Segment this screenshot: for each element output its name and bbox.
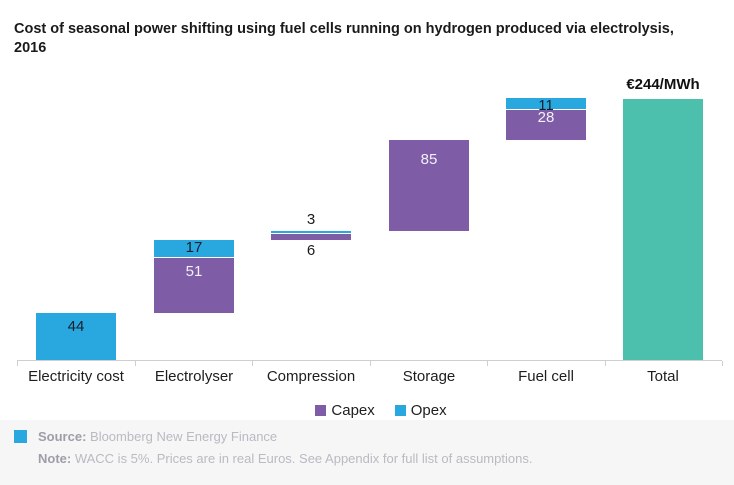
legend-item-capex: Capex (315, 401, 375, 419)
bar-segment-opex: 11 (506, 97, 586, 113)
bar-segment-capex: 85 (389, 139, 469, 231)
bar-value-label: 17 (185, 239, 203, 257)
chart-legend: Capex Opex (28, 400, 734, 420)
category-label: Total (647, 368, 679, 385)
footer: Source: Bloomberg New Energy Finance Not… (0, 420, 734, 485)
legend-item-opex: Opex (394, 401, 447, 419)
category-label: Compression (266, 368, 356, 385)
legend-label-capex: Capex (331, 401, 375, 419)
bar-value-label: 28 (537, 108, 555, 126)
x-axis-tick (17, 361, 18, 366)
chart-title-line1: Cost of seasonal power shifting using fu… (14, 21, 674, 37)
bar-segment-opex: 44 (36, 312, 116, 360)
waterfall-chart: 44 Electricity cost 51 17 Electrolyser 6 3 Comp… (0, 70, 734, 400)
x-axis-tick (604, 361, 606, 366)
category-label: Electrolyser (154, 368, 234, 385)
capex-swatch-icon (315, 404, 327, 416)
total-annotation: €244/MWh (626, 76, 700, 93)
x-axis-line (17, 360, 722, 361)
bar-value-label: 51 (185, 263, 203, 281)
bar-segment-total (623, 99, 703, 360)
bar-value-label: 6 (306, 242, 316, 260)
note-label: Note: (38, 451, 72, 466)
category-label: Storage (402, 368, 456, 385)
bar-segment-capex (271, 233, 351, 241)
opex-swatch-icon (394, 404, 406, 416)
category-label: Fuel cell (518, 368, 574, 385)
source-line: Source: Bloomberg New Energy Finance (38, 429, 277, 445)
bar-value-label: 44 (67, 317, 85, 335)
source-text: Bloomberg New Energy Finance (86, 429, 278, 444)
category-label: Electricity cost (28, 368, 124, 385)
bar-value-label: 3 (306, 210, 316, 228)
x-axis-tick (252, 361, 253, 366)
x-axis-tick (369, 361, 371, 366)
brand-square-icon (14, 430, 27, 443)
bar-segment-opex: 17 (154, 239, 234, 258)
bar-segment-capex: 28 (506, 108, 586, 140)
chart-title: Cost of seasonal power shifting using fu… (14, 20, 720, 58)
bar-value-label: 85 (420, 150, 438, 168)
legend-label-opex: Opex (410, 401, 447, 419)
x-axis-tick (134, 361, 136, 366)
x-axis-tick (487, 361, 488, 366)
bar-segment-capex: 51 (154, 258, 234, 313)
bar-segment-opex (271, 230, 351, 233)
note-line: Note: WACC is 5%. Prices are in real Eur… (38, 451, 532, 467)
x-axis-tick (722, 361, 723, 366)
bar-value-label: 11 (538, 96, 554, 114)
note-text: WACC is 5%. Prices are in real Euros. Se… (71, 451, 533, 466)
source-label: Source: (38, 429, 87, 444)
chart-title-line2: 2016 (14, 40, 47, 56)
